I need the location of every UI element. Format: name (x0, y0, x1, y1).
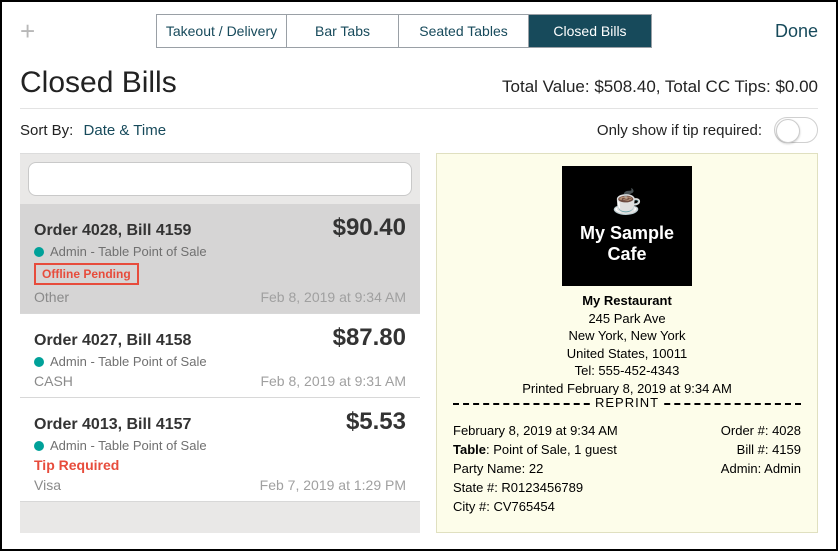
page-title: Closed Bills (20, 66, 177, 100)
receipt-table-val: : Point of Sale, 1 guest (486, 442, 617, 457)
receipt-bill-num: Bill #: 4159 (721, 441, 801, 460)
search-input[interactable] (28, 162, 412, 196)
payment-type: Other (34, 289, 69, 305)
bill-time: Feb 8, 2019 at 9:31 AM (260, 373, 406, 389)
bill-subtext: Admin - Table Point of Sale (50, 438, 207, 453)
bill-title: Order 4013, Bill 4157 (34, 416, 191, 434)
receipt-party: Party Name: 22 (453, 460, 618, 479)
status-dot-icon (34, 357, 44, 367)
reprint-label: REPRINT (591, 395, 663, 410)
receipt-logo: ☕ My Sample Cafe (562, 166, 692, 286)
tip-filter-toggle[interactable] (774, 117, 818, 143)
bill-amount: $90.40 (333, 214, 406, 242)
receipt-restaurant-name: My Restaurant (453, 292, 801, 310)
bill-row[interactable]: Order 4028, Bill 4159 $90.40 Admin - Table… (20, 204, 420, 314)
bills-panel: Order 4028, Bill 4159 $90.40 Admin - Table… (20, 153, 420, 533)
bill-subtext: Admin - Table Point of Sale (50, 354, 207, 369)
bill-subtext: Admin - Table Point of Sale (50, 244, 207, 259)
receipt-admin: Admin: Admin (721, 460, 801, 479)
receipt-addr1: 245 Park Ave (453, 310, 801, 328)
offline-pending-badge: Offline Pending (34, 263, 139, 285)
tab-closed-bills[interactable]: Closed Bills (529, 15, 651, 47)
receipt-preview: ☕ My Sample Cafe My Restaurant 245 Park … (436, 153, 818, 533)
status-dot-icon (34, 441, 44, 451)
bill-title: Order 4028, Bill 4159 (34, 222, 191, 240)
done-button[interactable]: Done (775, 21, 818, 42)
bill-row[interactable]: Order 4027, Bill 4158 $87.80 Admin - Table… (20, 314, 420, 398)
sort-label: Sort By: (20, 122, 73, 139)
tip-filter-label: Only show if tip required: (597, 122, 762, 139)
add-icon[interactable]: + (20, 16, 46, 47)
payment-type: Visa (34, 477, 61, 493)
segmented-control: Takeout / Delivery Bar Tabs Seated Table… (156, 14, 652, 48)
receipt-addr3: United States, 10011 (453, 345, 801, 363)
cup-icon: ☕ (612, 188, 642, 217)
tab-seated-tables[interactable]: Seated Tables (399, 15, 529, 47)
receipt-city: City #: CV765454 (453, 498, 618, 517)
bill-time: Feb 8, 2019 at 9:34 AM (260, 289, 406, 305)
tab-takeout-delivery[interactable]: Takeout / Delivery (157, 15, 287, 47)
receipt-state: State #: R0123456789 (453, 479, 618, 498)
tab-bar-tabs[interactable]: Bar Tabs (287, 15, 399, 47)
bill-amount: $87.80 (333, 324, 406, 352)
tip-required-label: Tip Required (34, 457, 406, 473)
payment-type: CASH (34, 373, 73, 389)
logo-line2: Cafe (607, 244, 646, 265)
receipt-datetime: February 8, 2019 at 9:34 AM (453, 422, 618, 441)
sort-by[interactable]: Sort By: Date & Time (20, 122, 166, 139)
bill-amount: $5.53 (346, 408, 406, 436)
status-dot-icon (34, 247, 44, 257)
logo-line1: My Sample (580, 223, 674, 244)
bill-time: Feb 7, 2019 at 1:29 PM (260, 477, 406, 493)
bill-title: Order 4027, Bill 4158 (34, 332, 191, 350)
receipt-addr2: New York, New York (453, 327, 801, 345)
receipt-tel: Tel: 555-452-4343 (453, 362, 801, 380)
sort-value: Date & Time (84, 122, 167, 139)
receipt-order-num: Order #: 4028 (721, 422, 801, 441)
receipt-table-label: Table (453, 442, 486, 457)
totals-label: Total Value: $508.40, Total CC Tips: $0.… (502, 77, 818, 97)
bill-row[interactable]: Order 4013, Bill 4157 $5.53 Admin - Table … (20, 398, 420, 502)
